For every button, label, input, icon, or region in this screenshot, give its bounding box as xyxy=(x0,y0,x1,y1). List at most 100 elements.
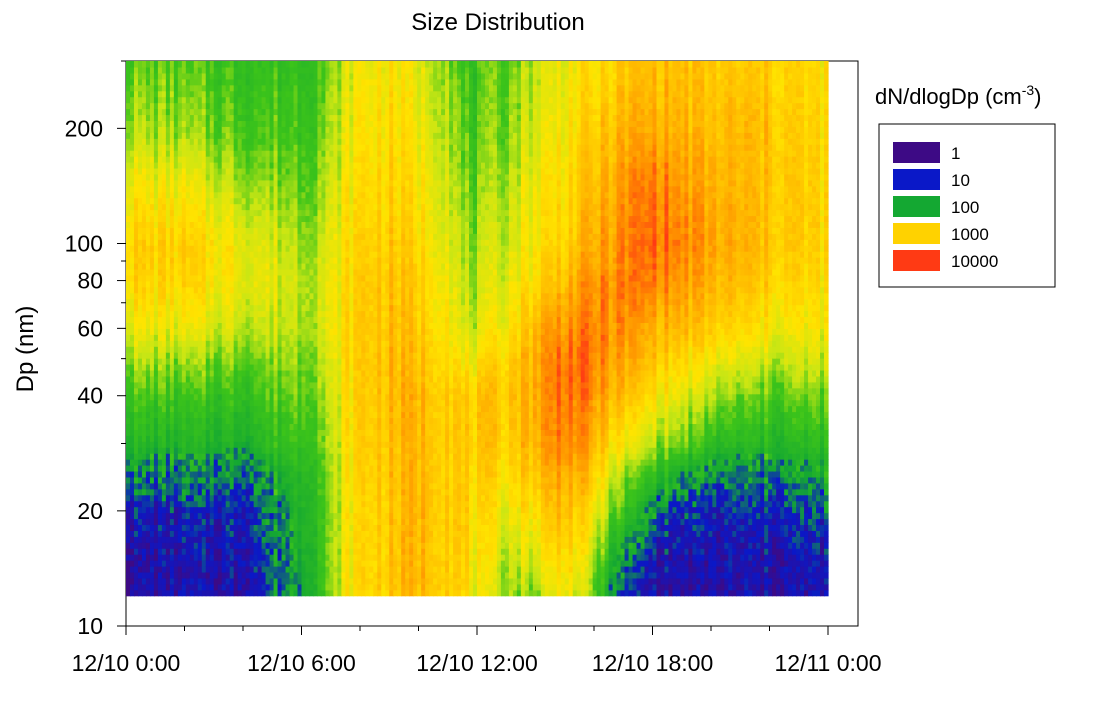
heatmap-cell xyxy=(213,542,219,549)
heatmap-cell xyxy=(285,268,291,276)
heatmap-cell xyxy=(173,120,179,127)
heatmap-cell xyxy=(126,423,131,430)
heatmap-cell xyxy=(241,530,247,537)
heatmap-cell xyxy=(217,144,223,151)
heatmap-cell xyxy=(337,78,342,86)
heatmap-cell xyxy=(129,470,135,478)
heatmap-cell xyxy=(193,197,199,205)
heatmap-cell xyxy=(313,465,319,472)
heatmap-cell xyxy=(165,399,171,407)
heatmap-cell xyxy=(265,239,271,246)
heatmap-cell xyxy=(325,197,331,205)
heatmap-cell xyxy=(265,399,271,407)
heatmap-cell xyxy=(221,429,227,436)
heatmap-cell xyxy=(281,417,287,425)
heatmap-cell xyxy=(193,239,199,246)
heatmap-cell xyxy=(157,352,163,359)
heatmap-cell xyxy=(237,84,243,92)
heatmap-cell xyxy=(337,84,342,92)
heatmap-cell xyxy=(337,298,342,306)
heatmap-cell xyxy=(265,90,271,98)
heatmap-cell xyxy=(345,328,350,335)
heatmap-cell xyxy=(213,518,219,526)
heatmap-cell xyxy=(177,369,183,377)
heatmap-cell xyxy=(165,536,171,543)
heatmap-cell xyxy=(229,209,235,217)
heatmap-cell xyxy=(345,399,350,407)
heatmap-cell xyxy=(305,429,311,436)
heatmap-cell xyxy=(305,263,311,270)
heatmap-cell xyxy=(293,162,299,169)
heatmap-cell xyxy=(297,298,303,306)
heatmap-cell xyxy=(161,405,167,413)
heatmap-cell xyxy=(161,375,167,383)
heatmap-cell xyxy=(229,167,235,175)
heatmap-cell xyxy=(269,251,275,258)
heatmap-cell xyxy=(201,239,207,246)
heatmap-cell xyxy=(157,500,163,508)
heatmap-cell xyxy=(273,560,279,567)
heatmap-cell xyxy=(129,476,135,484)
heatmap-cell xyxy=(301,191,307,199)
heatmap-cell xyxy=(257,435,263,442)
heatmap-cell xyxy=(249,78,255,86)
heatmap-cell xyxy=(169,571,175,579)
heatmap-cell xyxy=(317,470,323,478)
heatmap-cell xyxy=(189,399,195,407)
heatmap-cell xyxy=(313,435,319,442)
heatmap-cell xyxy=(301,233,307,240)
heatmap-cell xyxy=(289,571,295,579)
heatmap-cell xyxy=(229,138,235,145)
heatmap-cell xyxy=(325,571,331,579)
heatmap-cell xyxy=(293,61,299,68)
heatmap-cell xyxy=(341,227,346,234)
heatmap-cell xyxy=(221,530,227,537)
heatmap-cell xyxy=(305,245,311,252)
heatmap-cell xyxy=(149,203,155,211)
heatmap-cell xyxy=(329,417,335,425)
heatmap-cell xyxy=(205,144,211,151)
heatmap-cell xyxy=(257,286,263,294)
heatmap-cell xyxy=(289,512,295,520)
heatmap-cell xyxy=(129,352,135,359)
heatmap-cell xyxy=(289,583,295,591)
heatmap-cell xyxy=(317,72,323,80)
heatmap-cell xyxy=(169,328,175,335)
heatmap-cell xyxy=(329,156,335,163)
heatmap-cell xyxy=(169,114,175,122)
heatmap-cell xyxy=(181,257,187,264)
heatmap-cell xyxy=(249,423,255,430)
heatmap-cell xyxy=(153,150,159,157)
heatmap-cell xyxy=(157,102,163,110)
heatmap-cell xyxy=(281,280,287,288)
heatmap-cell xyxy=(181,78,187,86)
heatmap-cell xyxy=(293,571,299,579)
heatmap-cell xyxy=(229,381,235,389)
heatmap-cell xyxy=(153,263,159,270)
heatmap-cell xyxy=(289,470,295,478)
heatmap-cell xyxy=(157,108,163,116)
heatmap-cell xyxy=(157,209,163,217)
heatmap-cell xyxy=(169,280,175,288)
heatmap-cell xyxy=(201,524,207,531)
heatmap-cell xyxy=(161,132,167,139)
heatmap-cell xyxy=(269,150,275,157)
heatmap-cell xyxy=(333,429,338,436)
heatmap-cell xyxy=(141,138,147,145)
heatmap-cell xyxy=(289,316,295,324)
heatmap-cell xyxy=(289,257,295,264)
heatmap-cell xyxy=(297,536,303,543)
heatmap-cell xyxy=(269,417,275,425)
heatmap-cell xyxy=(197,506,203,514)
heatmap-cell xyxy=(337,310,342,318)
heatmap-cell xyxy=(197,286,203,294)
heatmap-cell xyxy=(221,138,227,145)
heatmap-cell xyxy=(161,185,167,193)
heatmap-cell xyxy=(309,334,315,341)
heatmap-cell xyxy=(293,405,299,413)
heatmap-cell xyxy=(277,334,283,341)
heatmap-cell xyxy=(133,494,139,502)
heatmap-cell xyxy=(245,476,251,484)
heatmap-cell xyxy=(273,512,279,520)
heatmap-cell xyxy=(273,162,279,169)
